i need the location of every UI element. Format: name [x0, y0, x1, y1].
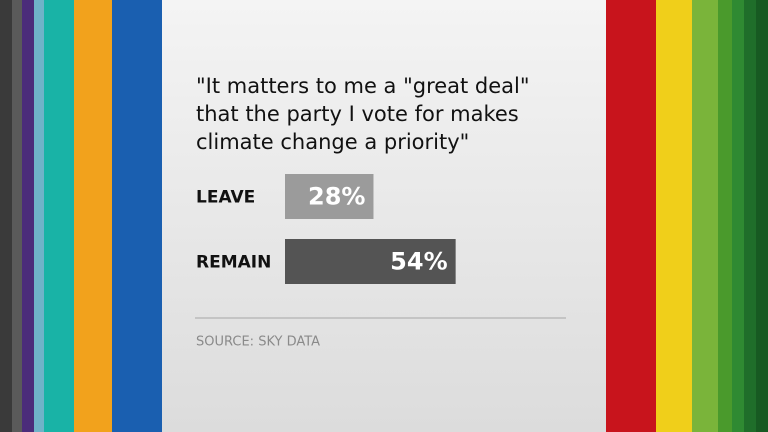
bar: [285, 174, 374, 219]
source: SOURCE: SKY DATA: [196, 335, 320, 350]
category-label: REMAIN: [196, 253, 271, 273]
value-label: 28%: [308, 183, 365, 211]
value-label: 54%: [390, 248, 447, 276]
chart-title: "It matters to me a "great deal" that th…: [196, 74, 530, 154]
bar: [285, 239, 456, 284]
panel: [162, 0, 606, 432]
right-stripes: [606, 0, 768, 432]
left-stripes: [0, 0, 162, 432]
category-label: LEAVE: [196, 188, 255, 208]
